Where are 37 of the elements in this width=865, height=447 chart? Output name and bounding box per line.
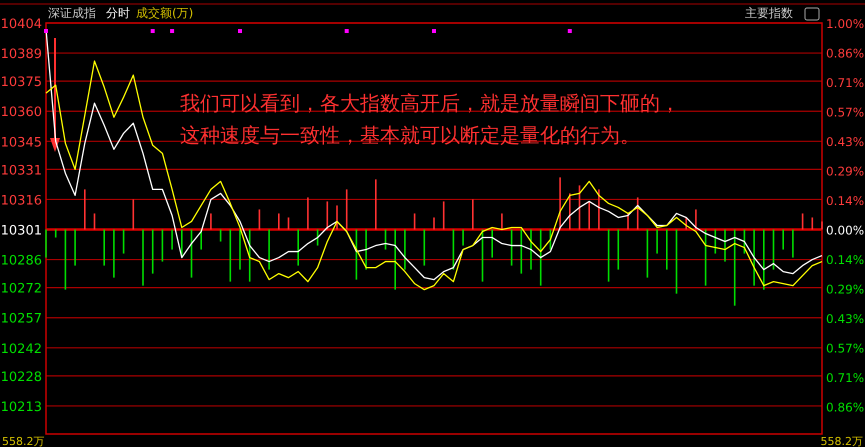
y-tick-label: 10375	[0, 75, 42, 90]
y-tick-label: 10316	[0, 193, 42, 208]
y-tick-label: 10389	[0, 47, 42, 62]
y-tick-label: 10213	[0, 400, 42, 415]
y2-tick-label: 0.57%	[826, 106, 864, 120]
y2-tick-label: 0.43%	[826, 134, 864, 149]
text: 成交额(万)	[136, 6, 194, 20]
y2-tick-label: 0.29%	[826, 282, 864, 297]
y2-tick-label: 0.57%	[826, 341, 864, 356]
y-tick-label: 10345	[0, 135, 42, 150]
text: 558.2万	[820, 435, 863, 447]
y2-tick-label: 0.86%	[826, 46, 864, 61]
annotation: 我们可以看到，各大指数高开后，就是放量瞬间下砸的，	[180, 91, 680, 115]
y-tick-label: 10286	[0, 254, 42, 269]
y-tick-label: 10272	[0, 282, 42, 297]
chart-title: 深证成指	[48, 6, 96, 20]
y2-tick-label: 0.14%	[826, 253, 864, 268]
y-tick-label: 10404	[0, 17, 42, 32]
y2-tick-label: 0.71%	[826, 370, 864, 385]
annotation: 这种速度与一致性，基本就可以断定是量化的行为。	[180, 123, 640, 147]
y2-tick-label: 0.43%	[826, 312, 864, 326]
y2-tick-label: 0.86%	[826, 400, 864, 415]
y-tick-label: 10331	[0, 163, 42, 178]
y2-tick-label: 1.00%	[826, 17, 864, 31]
text: 主要指数	[745, 6, 793, 20]
y2-tick-label: 0.29%	[826, 164, 864, 178]
y2-tick-label: 0.00%	[826, 224, 864, 238]
y-tick-label: 10242	[0, 342, 42, 357]
y2-tick-label: 0.14%	[826, 194, 864, 208]
y2-tick-label: 0.71%	[826, 76, 864, 90]
y-tick-label: 10360	[0, 105, 42, 120]
y-tick-label: 10301	[0, 224, 42, 238]
chart-subtitle: 分时	[106, 6, 130, 20]
text: 558.2万	[2, 435, 44, 447]
y-tick-label: 10257	[0, 312, 42, 327]
line-series	[45, 60, 823, 290]
y-tick-label: 10228	[0, 370, 42, 385]
